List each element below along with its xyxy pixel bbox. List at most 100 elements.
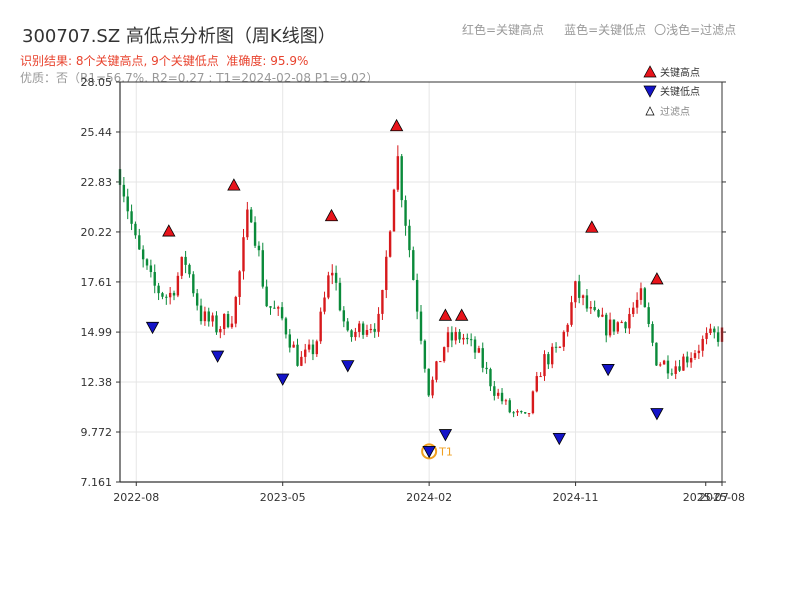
legend-low-marker bbox=[643, 85, 657, 98]
candle-body bbox=[558, 346, 562, 348]
candle-body bbox=[419, 311, 423, 341]
candle-body bbox=[388, 231, 392, 257]
candle-body bbox=[361, 323, 365, 335]
candle-body bbox=[346, 321, 349, 331]
candle-body bbox=[292, 344, 295, 348]
candle-body bbox=[246, 209, 249, 238]
key-high-marker bbox=[162, 224, 176, 237]
key-low-marker bbox=[145, 321, 160, 335]
candle-body bbox=[466, 337, 469, 340]
x-tick-label: 2025-07 bbox=[683, 491, 729, 504]
key-high-marker bbox=[438, 308, 453, 321]
candle-body bbox=[334, 272, 338, 283]
candle-body bbox=[188, 264, 191, 275]
candle-body bbox=[126, 196, 129, 212]
candle-body bbox=[632, 307, 635, 315]
candle-body bbox=[242, 237, 245, 272]
key-low-marker bbox=[210, 350, 225, 363]
candle-body bbox=[207, 311, 210, 322]
candle-body bbox=[431, 379, 434, 396]
key-low-marker bbox=[601, 364, 615, 377]
legend-high-marker bbox=[643, 65, 657, 78]
candle-body bbox=[593, 307, 596, 310]
result-text: 识别结果: 8个关键高点, 9个关键低点 bbox=[20, 54, 219, 68]
candle-body bbox=[350, 330, 353, 338]
candle-body bbox=[157, 285, 160, 294]
candle-body bbox=[257, 245, 261, 251]
candle-body bbox=[581, 295, 585, 298]
candle-body bbox=[496, 392, 500, 396]
candle-body bbox=[551, 346, 554, 365]
key-high-marker bbox=[650, 272, 664, 285]
candle-body bbox=[489, 369, 492, 387]
candle-body bbox=[439, 361, 442, 363]
candle-body bbox=[462, 337, 465, 340]
candle-body bbox=[670, 373, 674, 375]
candle-body bbox=[385, 256, 388, 290]
candle-body bbox=[149, 265, 153, 273]
candle-body bbox=[508, 400, 511, 413]
candle-body bbox=[485, 367, 488, 370]
candle-body bbox=[651, 324, 654, 343]
candle-body bbox=[195, 293, 199, 306]
candle-body bbox=[192, 274, 195, 294]
candle-body bbox=[122, 184, 126, 197]
candle-body bbox=[168, 292, 172, 298]
candle-body bbox=[705, 332, 708, 339]
candle-body bbox=[354, 331, 357, 338]
candle-body bbox=[639, 288, 643, 300]
candle-body bbox=[307, 344, 311, 350]
t1-circle bbox=[421, 443, 438, 460]
color-legend-light: 〇浅色=过滤点 bbox=[654, 23, 737, 37]
candle-body bbox=[454, 331, 457, 341]
key-high-marker bbox=[227, 178, 241, 191]
candle-body bbox=[269, 306, 272, 308]
candle-body bbox=[450, 332, 454, 341]
candle-body bbox=[624, 322, 627, 329]
candle-body bbox=[199, 305, 203, 322]
candle-body bbox=[516, 411, 519, 413]
candle-body bbox=[219, 328, 222, 333]
candle-body bbox=[315, 341, 319, 355]
candle-body bbox=[226, 314, 230, 328]
title: 300707.SZ 高低点分析图（周K线图） bbox=[22, 26, 336, 47]
candle-body bbox=[504, 400, 508, 402]
candle-body bbox=[319, 311, 322, 342]
candle-body bbox=[512, 412, 515, 414]
key-high-marker bbox=[455, 308, 469, 321]
candle-body bbox=[481, 348, 484, 368]
candle-body bbox=[138, 235, 141, 250]
y-tick-label: 20.22 bbox=[81, 226, 113, 239]
candle-body bbox=[539, 376, 542, 378]
candle-body bbox=[288, 334, 291, 348]
candle-body bbox=[145, 259, 149, 266]
candle-body bbox=[589, 307, 592, 309]
candle-body bbox=[238, 271, 241, 297]
candle-body bbox=[647, 307, 650, 325]
key-low-marker bbox=[276, 373, 290, 386]
candle-body bbox=[616, 322, 620, 332]
candle-body bbox=[280, 307, 284, 319]
candle-body bbox=[446, 332, 450, 348]
candle-body bbox=[161, 293, 164, 297]
candle-body bbox=[404, 200, 407, 226]
candle-body bbox=[709, 328, 712, 333]
candle-body bbox=[674, 366, 677, 374]
candle-body bbox=[493, 386, 496, 396]
candle-body bbox=[535, 376, 538, 392]
candle-body bbox=[396, 156, 400, 190]
key-high-marker bbox=[389, 118, 404, 132]
candle-body bbox=[628, 314, 631, 329]
y-tick-label: 14.99 bbox=[81, 326, 113, 339]
y-tick-label: 7.161 bbox=[81, 476, 113, 489]
candle-body bbox=[427, 368, 430, 396]
candle-body bbox=[327, 275, 330, 298]
candle-body bbox=[520, 411, 523, 413]
candle-body bbox=[130, 211, 133, 224]
key-low-marker bbox=[552, 432, 566, 446]
y-tick-label: 28.05 bbox=[81, 76, 113, 89]
candle-body bbox=[473, 339, 477, 353]
candle-body bbox=[277, 307, 280, 309]
candle-body bbox=[601, 314, 604, 317]
candle-body bbox=[230, 323, 234, 328]
